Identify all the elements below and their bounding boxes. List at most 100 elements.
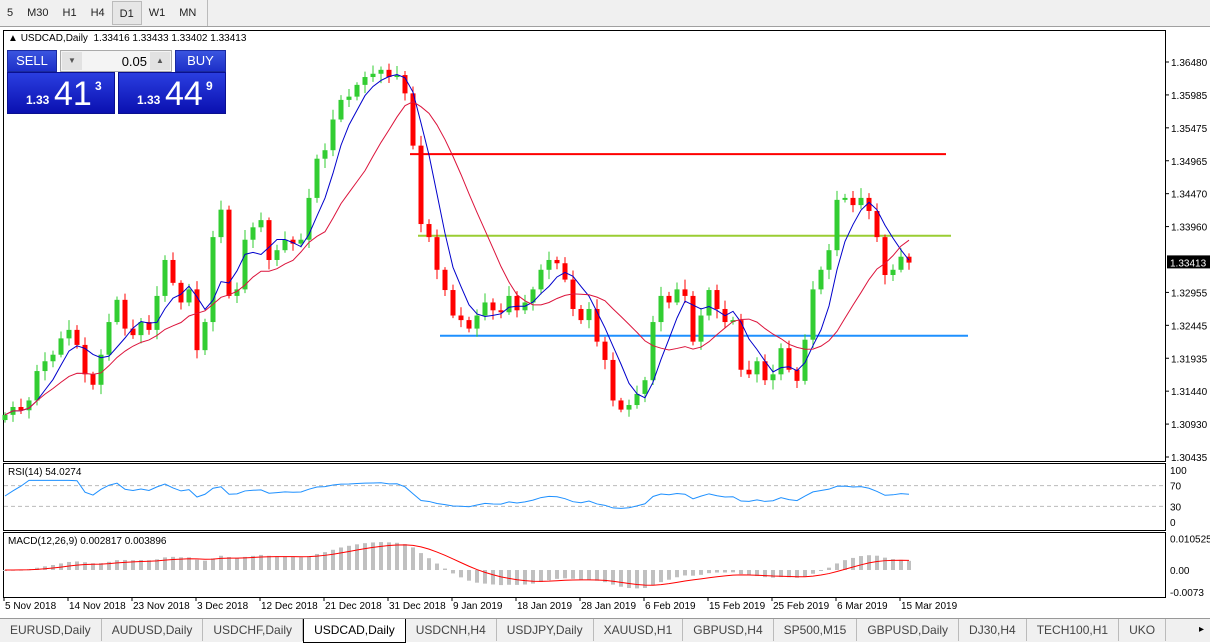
macd-histogram-bar	[875, 555, 879, 570]
macd-histogram-bar	[531, 570, 535, 584]
tab-usdcad-daily[interactable]: USDCAD,Daily	[303, 619, 406, 643]
tf-5[interactable]: 5	[7, 7, 14, 19]
date-axis-label: 25 Feb 2019	[773, 601, 830, 612]
bullish-candle	[834, 199, 840, 251]
bullish-candle	[482, 302, 488, 316]
bearish-candle	[122, 299, 128, 329]
macd-histogram-bar	[355, 544, 359, 570]
collapse-triangle-icon[interactable]: ▲	[8, 33, 21, 44]
buy-price[interactable]: 1.33 44 9	[118, 72, 226, 114]
macd-histogram-bar	[339, 547, 343, 570]
tab-tech100-h1[interactable]: TECH100,H1	[1027, 619, 1120, 641]
bearish-candle	[714, 290, 720, 309]
tab-sp500-m15[interactable]: SP500,M15	[774, 619, 858, 641]
macd-histogram-bar	[179, 557, 183, 570]
tab-audusd-daily[interactable]: AUDUSD,Daily	[102, 619, 204, 641]
tab-usdchf-daily[interactable]: USDCHF,Daily	[203, 619, 304, 641]
lot-value[interactable]: 0.05	[121, 54, 147, 69]
macd-axis-label: -0.0073	[1170, 588, 1204, 599]
buy-button[interactable]: BUY	[175, 50, 226, 72]
macd-histogram-bar	[731, 570, 735, 573]
bullish-candle	[258, 220, 264, 228]
bullish-candle	[298, 239, 304, 244]
tab-eurusd-daily[interactable]: EURUSD,Daily	[0, 619, 102, 641]
sell-button[interactable]: SELL	[7, 50, 57, 72]
macd-signal-line	[4, 544, 910, 586]
bullish-candle	[586, 308, 592, 321]
tf-w1[interactable]: W1	[148, 7, 166, 19]
bullish-candle	[394, 75, 400, 78]
tab-xauusd-h1[interactable]: XAUUSD,H1	[594, 619, 684, 641]
bullish-candle	[818, 269, 824, 290]
tf-mn[interactable]: MN	[179, 7, 197, 19]
tf-h4[interactable]: H4	[90, 7, 105, 19]
macd-histogram-bar	[123, 559, 127, 570]
macd-histogram-bar	[227, 557, 231, 570]
bearish-candle	[602, 341, 608, 360]
price-axis-label: 1.35985	[1171, 91, 1208, 102]
bearish-candle	[458, 315, 464, 321]
bullish-candle	[58, 338, 64, 355]
macd-histogram-bar	[883, 557, 887, 570]
macd-histogram-bar	[515, 570, 519, 585]
tf-m30[interactable]: M30	[27, 7, 49, 19]
bullish-candle	[114, 299, 120, 323]
main-pane-frame	[3, 30, 1166, 462]
rsi-axis-label: 30	[1170, 502, 1182, 513]
chart-area[interactable]: 1.364801.359851.354751.349651.344701.339…	[0, 27, 1210, 618]
bearish-candle	[426, 224, 432, 238]
macd-histogram-bar	[403, 544, 407, 570]
macd-histogram-bar	[699, 570, 703, 575]
date-axis-label: 23 Nov 2018	[133, 601, 190, 612]
macd-histogram-bar	[427, 558, 431, 570]
bearish-candle	[434, 237, 440, 270]
increase-lot-icon[interactable]: ▲	[150, 52, 170, 70]
macd-histogram-bar	[75, 561, 79, 570]
macd-histogram-bar	[595, 570, 599, 581]
tab-gbpusd-daily[interactable]: GBPUSD,Daily	[857, 619, 960, 641]
macd-histogram-bar	[363, 543, 367, 570]
bullish-candle	[474, 315, 480, 329]
macd-histogram-bar	[475, 570, 479, 583]
bullish-candle	[154, 295, 160, 330]
bearish-candle	[74, 329, 80, 345]
tab-uko[interactable]: UKO	[1119, 619, 1167, 641]
macd-label: MACD(12,26,9) 0.002817 0.003896	[8, 536, 167, 547]
date-axis-label: 15 Feb 2019	[709, 601, 766, 612]
lot-size-input[interactable]: ▼ 0.05 ▲	[60, 50, 172, 72]
macd-histogram-bar	[147, 560, 151, 570]
tf-d1[interactable]: D1	[111, 1, 142, 25]
tab-dj30-h4[interactable]: DJ30,H4	[959, 619, 1027, 641]
bullish-candle	[530, 289, 536, 303]
macd-histogram-bar	[491, 570, 495, 585]
bullish-candle	[650, 322, 656, 381]
bullish-candle	[698, 315, 704, 342]
macd-histogram-bar	[379, 542, 383, 570]
tab-usdjpy-daily[interactable]: USDJPY,Daily	[497, 619, 594, 641]
tab-usdcnh-h4[interactable]: USDCNH,H4	[406, 619, 497, 641]
price-axis-label: 1.32445	[1171, 321, 1208, 332]
rsi-label: RSI(14) 54.0274	[8, 467, 82, 478]
macd-histogram-bar	[307, 556, 311, 570]
current-price-label: 1.33413	[1170, 258, 1207, 269]
bearish-candle	[762, 361, 768, 381]
bullish-candle	[706, 290, 712, 316]
price-axis-label: 1.30930	[1171, 420, 1208, 431]
tf-h1[interactable]: H1	[62, 7, 77, 19]
macd-histogram-bar	[771, 570, 775, 578]
bearish-candle	[490, 302, 496, 311]
bearish-candle	[410, 93, 416, 146]
bullish-candle	[658, 295, 664, 323]
decrease-lot-icon[interactable]: ▼	[62, 52, 82, 70]
buy-price-big: 44	[165, 75, 203, 113]
tabs-scroll-right-icon[interactable]: ▸	[1198, 624, 1204, 635]
macd-histogram-bar	[763, 570, 767, 578]
bearish-candle	[386, 69, 392, 78]
bullish-candle	[674, 289, 680, 303]
bearish-candle	[450, 290, 456, 316]
tab-gbpusd-h4[interactable]: GBPUSD,H4	[683, 619, 774, 641]
bullish-candle	[42, 361, 48, 372]
macd-histogram-bar	[267, 555, 271, 570]
sell-price[interactable]: 1.33 41 3	[7, 72, 115, 114]
macd-histogram-bar	[275, 556, 279, 570]
